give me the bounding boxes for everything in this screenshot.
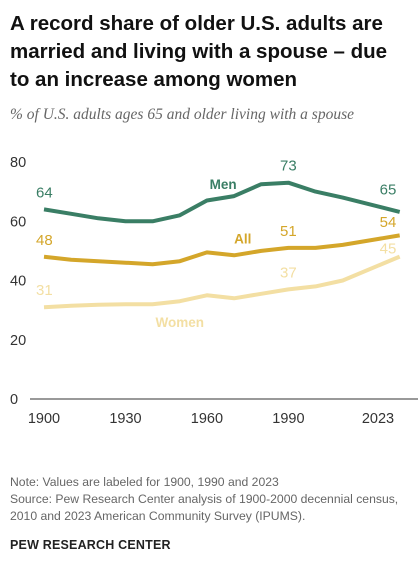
y-tick-label: 60: [10, 214, 26, 230]
x-tick-label: 1930: [109, 411, 141, 427]
y-tick-label: 0: [10, 392, 18, 408]
source-text: Source: Pew Research Center analysis of …: [10, 492, 399, 523]
chart-subtitle: % of U.S. adults ages 65 and older livin…: [10, 106, 355, 123]
y-tick-label: 40: [10, 274, 26, 290]
chart-title: A record share of older U.S. adults are …: [10, 12, 388, 91]
series-layer: [43, 180, 401, 310]
series-line-men: [43, 180, 401, 224]
y-tick-label: 80: [10, 155, 26, 171]
label-layer: Men All Women 64 73 65 48 51 54 31 37 45: [36, 158, 396, 330]
note-text: Note: Values are labeled for 1900, 1990 …: [10, 475, 279, 489]
series-line-all: [43, 233, 401, 267]
data-label-women: 37: [280, 264, 297, 281]
data-label-all: 54: [380, 214, 397, 231]
notes: Note: Values are labeled for 1900, 1990 …: [10, 474, 415, 525]
x-tick-label: 1900: [28, 411, 60, 427]
series-line-women: [43, 254, 401, 310]
x-tick-label: 2023: [362, 411, 394, 427]
data-label-women: 31: [36, 282, 53, 299]
data-label-men: 64: [36, 184, 53, 201]
y-tick-label: 20: [10, 333, 26, 349]
series-name-women: Women: [156, 315, 205, 330]
series-name-men: Men: [210, 177, 237, 192]
x-tick-label: 1990: [272, 411, 304, 427]
data-label-all: 51: [280, 223, 297, 240]
line-chart: 0 20 40 60 80 1900 1930 1960 1990 2023 Men All Wome…: [10, 155, 418, 427]
series-name-all: All: [234, 231, 251, 246]
axis-layer: 0 20 40 60 80 1900 1930 1960 1990 2023: [10, 155, 418, 427]
x-tick-label: 1960: [191, 411, 223, 427]
data-label-men: 73: [280, 158, 297, 175]
brand-logo-text: PEW RESEARCH CENTER: [10, 538, 171, 552]
data-label-all: 48: [36, 232, 53, 249]
data-label-men: 65: [380, 181, 397, 198]
data-label-women: 45: [380, 241, 397, 258]
